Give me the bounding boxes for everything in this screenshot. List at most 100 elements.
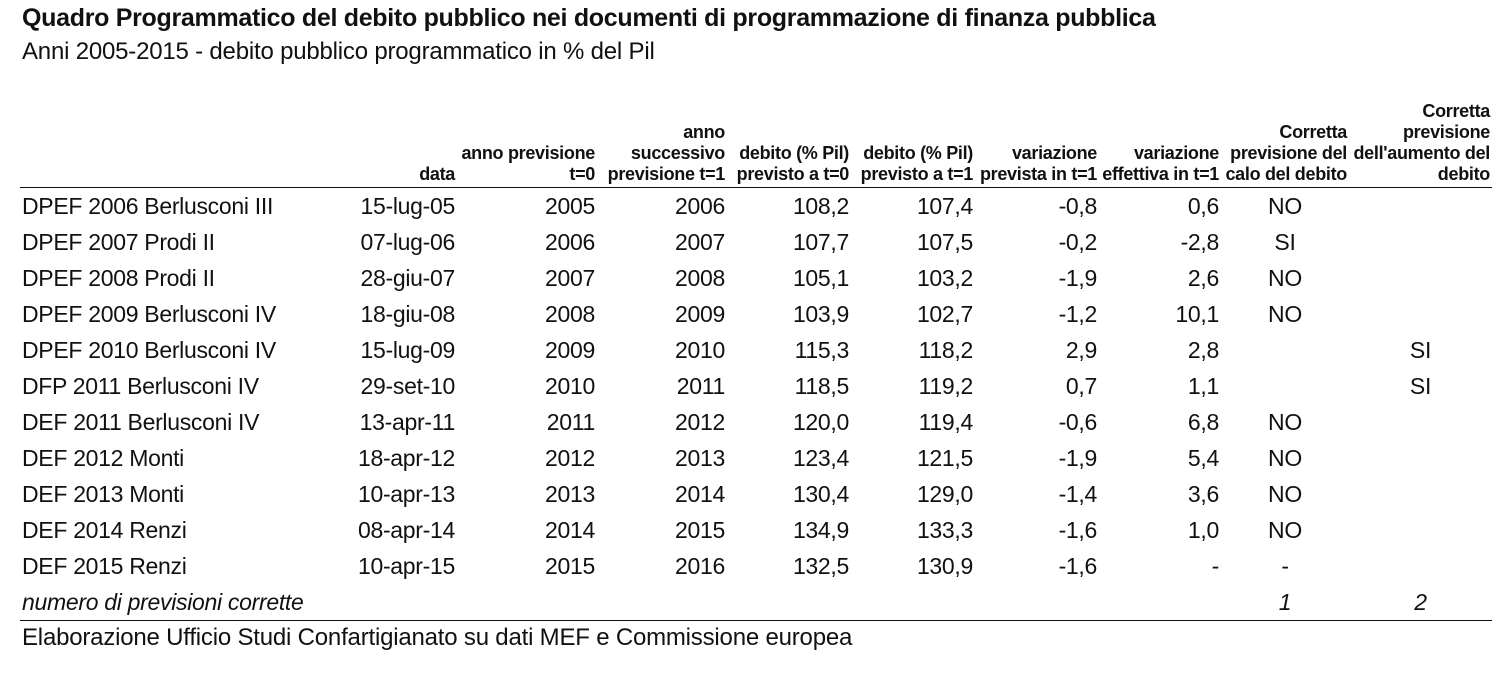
table-row: DEF 2013 Monti 10-apr-13 2013 2014 130,4 129,… xyxy=(20,476,1492,512)
cell-expected-change: -1,2 xyxy=(1058,301,1098,327)
cell-document-name: DEF 2013 Monti xyxy=(22,481,184,507)
cell-year-t0: 2011 xyxy=(546,409,596,435)
cell-expected-change: -1,6 xyxy=(1058,553,1098,579)
cell-debt-t1: 121,5 xyxy=(916,445,973,471)
cell-expected-change: -1,6 xyxy=(1058,517,1098,543)
cell-expected-change: -1,9 xyxy=(1058,265,1098,291)
cell-correct-increase: SI xyxy=(1409,337,1432,363)
table-row: DEF 2012 Monti 18-apr-12 2012 2013 123,4 121,… xyxy=(20,440,1492,476)
cell-actual-change: - xyxy=(1211,553,1220,579)
cell-year-t1: 2016 xyxy=(675,553,725,579)
page-subtitle: Anni 2005-2015 - debito pubblico program… xyxy=(22,38,655,65)
table-row: DPEF 2009 Berlusconi IV 18-giu-08 2008 2009… xyxy=(20,296,1492,332)
cell-debt-t0: 105,1 xyxy=(792,265,849,291)
table-row: DEF 2011 Berlusconi IV 13-apr-11 2011 2012 1… xyxy=(20,404,1492,440)
cell-correct-increase xyxy=(1349,440,1492,476)
header-correct-increase: Corretta previsione dell'aumento del deb… xyxy=(1349,76,1492,188)
cell-expected-change: -0,6 xyxy=(1058,409,1098,435)
cell-debt-t0: 115,3 xyxy=(794,337,850,363)
cell-actual-change: 5,4 xyxy=(1187,445,1219,471)
cell-year-t1: 2014 xyxy=(675,481,725,507)
cell-debt-t1: 107,5 xyxy=(916,229,973,255)
cell-year-t0: 2010 xyxy=(545,373,595,399)
cell-correct-decrease: NO xyxy=(1268,265,1302,291)
cell-debt-t0: 103,9 xyxy=(792,301,849,327)
cell-year-t1: 2007 xyxy=(675,229,725,255)
cell-debt-t1: 119,4 xyxy=(918,409,974,435)
cell-actual-change: -2,8 xyxy=(1180,229,1220,255)
cell-correct-increase xyxy=(1349,548,1492,584)
cell-year-t1: 2010 xyxy=(675,337,725,363)
cell-debt-t0: 132,5 xyxy=(792,553,849,579)
table-row: DEF 2015 Renzi 10-apr-15 2015 2016 132,5 130,… xyxy=(20,548,1492,584)
cell-year-t1: 2012 xyxy=(675,409,725,435)
totals-correct-decrease: 1 xyxy=(1221,584,1349,621)
table-row: DPEF 2007 Prodi II 07-lug-06 2006 2007 107,7… xyxy=(20,224,1492,260)
cell-debt-t0: 120,0 xyxy=(792,409,849,435)
cell-year-t0: 2006 xyxy=(545,229,595,255)
table-header-row: data anno previsione t=0 anno successivo… xyxy=(20,76,1492,188)
totals-label: numero di previsioni corrette xyxy=(20,584,1221,621)
cell-document-name: DPEF 2008 Prodi II xyxy=(22,265,215,291)
cell-document-name: DEF 2015 Renzi xyxy=(22,553,187,579)
cell-actual-change: 2,8 xyxy=(1187,337,1219,363)
cell-date: 10-apr-13 xyxy=(357,481,455,507)
cell-correct-decrease xyxy=(1221,368,1349,404)
cell-year-t0: 2009 xyxy=(545,337,595,363)
header-actual-change: variazione effettiva in t=1 xyxy=(1099,76,1221,188)
source-note: Elaborazione Ufficio Studi Confartigiana… xyxy=(22,624,853,651)
cell-debt-t0: 107,7 xyxy=(792,229,849,255)
cell-correct-increase xyxy=(1349,404,1492,440)
cell-year-t0: 2008 xyxy=(545,301,595,327)
cell-date: 18-apr-12 xyxy=(357,445,455,471)
cell-actual-change: 1,1 xyxy=(1187,373,1219,399)
cell-date: 18-giu-08 xyxy=(360,301,456,327)
cell-debt-t1: 119,2 xyxy=(918,373,974,399)
cell-correct-decrease: - xyxy=(1281,553,1289,579)
cell-debt-t1: 102,7 xyxy=(916,301,973,327)
table-row: DEF 2014 Renzi 08-apr-14 2014 2015 134,9 133,… xyxy=(20,512,1492,548)
cell-year-t1: 2013 xyxy=(675,445,725,471)
header-year-t0: anno previsione t=0 xyxy=(457,76,597,188)
cell-correct-decrease: NO xyxy=(1268,193,1302,219)
cell-expected-change: -0,2 xyxy=(1058,229,1098,255)
cell-document-name: DPEF 2006 Berlusconi III xyxy=(22,193,274,219)
cell-year-t0: 2007 xyxy=(545,265,595,291)
cell-debt-t1: 118,2 xyxy=(918,337,974,363)
cell-correct-decrease: NO xyxy=(1268,409,1302,435)
table-body: DPEF 2006 Berlusconi III 15-lug-05 2005 200… xyxy=(20,188,1492,621)
cell-date: 29-set-10 xyxy=(360,373,456,399)
cell-debt-t1: 129,0 xyxy=(916,481,973,507)
cell-date: 08-apr-14 xyxy=(357,517,455,543)
cell-date: 13-apr-11 xyxy=(359,409,456,435)
totals-row: numero di previsioni corrette 1 2 xyxy=(20,584,1492,621)
cell-correct-increase xyxy=(1349,260,1492,296)
cell-actual-change: 1,0 xyxy=(1187,517,1219,543)
cell-debt-t0: 134,9 xyxy=(792,517,849,543)
cell-date: 10-apr-15 xyxy=(357,553,455,579)
header-correct-decrease: Corretta previsione del calo del debito xyxy=(1221,76,1349,188)
header-debt-t1: debito (% Pil) previsto a t=1 xyxy=(851,76,975,188)
header-document xyxy=(20,76,340,188)
table-row: DPEF 2008 Prodi II 28-giu-07 2007 2008 105,1… xyxy=(20,260,1492,296)
cell-debt-t0: 130,4 xyxy=(792,481,849,507)
cell-debt-t1: 133,3 xyxy=(916,517,973,543)
cell-year-t0: 2013 xyxy=(545,481,595,507)
cell-correct-decrease: SI xyxy=(1274,229,1296,255)
cell-document-name: DEF 2014 Renzi xyxy=(22,517,187,543)
table-row: DPEF 2010 Berlusconi IV 15-lug-09 2009 2010… xyxy=(20,332,1492,368)
cell-date: 15-lug-09 xyxy=(360,337,456,363)
debt-forecast-table: data anno previsione t=0 anno successivo… xyxy=(20,76,1492,621)
cell-debt-t1: 130,9 xyxy=(916,553,973,579)
cell-document-name: DEF 2012 Monti xyxy=(22,445,184,471)
cell-date: 28-giu-07 xyxy=(360,265,456,291)
cell-expected-change: 2,9 xyxy=(1065,337,1097,363)
cell-expected-change: 0,7 xyxy=(1065,373,1097,399)
cell-actual-change: 2,6 xyxy=(1187,265,1219,291)
cell-year-t1: 2015 xyxy=(675,517,725,543)
cell-document-name: DEF 2011 Berlusconi IV xyxy=(22,409,260,435)
cell-debt-t1: 107,4 xyxy=(916,193,973,219)
cell-expected-change: -1,4 xyxy=(1058,481,1098,507)
cell-year-t1: 2008 xyxy=(675,265,725,291)
table-row: DFP 2011 Berlusconi IV 29-set-10 2010 2011 1… xyxy=(20,368,1492,404)
